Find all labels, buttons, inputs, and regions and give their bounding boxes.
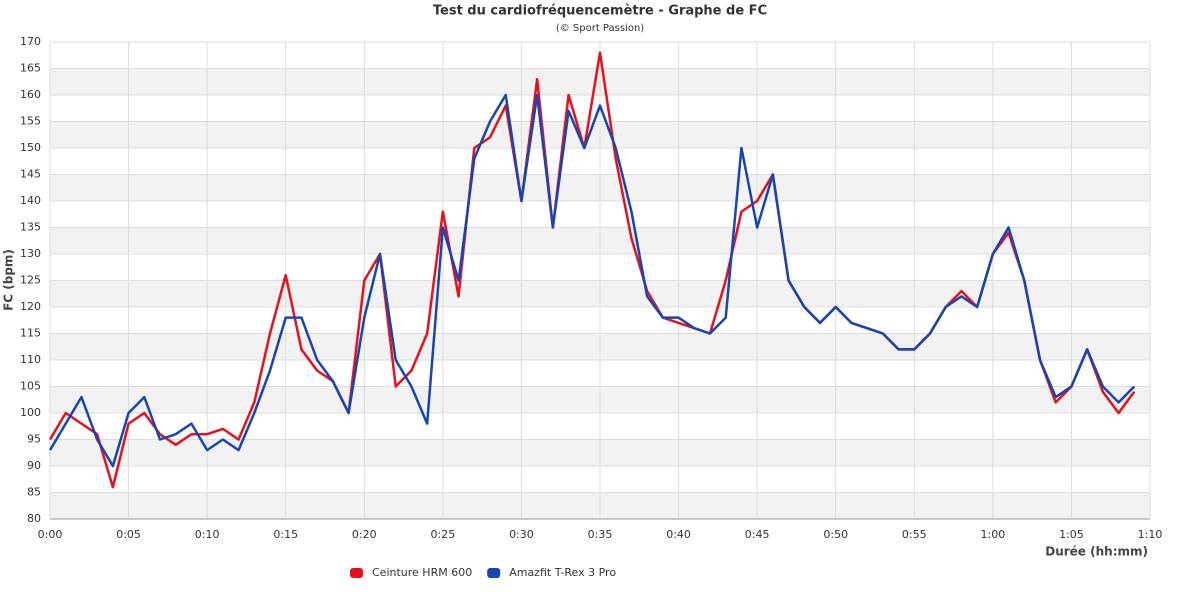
y-tick-label: 150 <box>20 141 41 154</box>
y-tick-label: 115 <box>20 327 41 340</box>
legend-label: Ceinture HRM 600 <box>372 566 472 579</box>
y-tick-label: 130 <box>20 247 41 260</box>
y-tick-label: 145 <box>20 168 41 181</box>
x-tick-label: 0:15 <box>273 528 298 541</box>
x-tick-label: 0:35 <box>588 528 613 541</box>
x-tick-label: 0:20 <box>352 528 377 541</box>
x-tick-label: 0:00 <box>38 528 63 541</box>
series-line <box>48 93 1136 468</box>
x-tick-label: 0:50 <box>823 528 848 541</box>
y-tick-label: 170 <box>20 35 41 48</box>
chart-title: Test du cardiofréquencemètre - Graphe de… <box>433 4 767 19</box>
y-axis-label: FC (bpm) <box>2 249 16 311</box>
legend-swatch <box>350 568 363 578</box>
y-tick-label: 90 <box>27 459 41 472</box>
y-tick-label: 95 <box>27 433 41 446</box>
x-tick-label: 0:05 <box>116 528 141 541</box>
y-tick-label: 105 <box>20 380 41 393</box>
legend-label: Amazfit T-Rex 3 Pro <box>509 566 616 579</box>
y-tick-label: 165 <box>20 62 41 75</box>
chart-subtitle: (© Sport Passion) <box>556 23 644 34</box>
y-tick-label: 125 <box>20 274 41 287</box>
y-tick-label: 80 <box>27 512 41 525</box>
x-tick-label: 0:40 <box>666 528 691 541</box>
y-tick-label: 120 <box>20 300 41 313</box>
y-tick-label: 85 <box>27 486 41 499</box>
legend-swatch <box>487 568 501 578</box>
y-tick-label: 100 <box>20 406 41 419</box>
x-tick-label: 0:10 <box>195 528 220 541</box>
x-tick-label: 1:00 <box>981 528 1006 541</box>
x-tick-label: 1:05 <box>1059 528 1084 541</box>
x-tick-label: 1:10 <box>1138 528 1163 541</box>
y-tick-label: 155 <box>20 115 41 128</box>
y-tick-label: 135 <box>20 221 41 234</box>
x-tick-label: 0:30 <box>509 528 534 541</box>
x-tick-label: 0:25 <box>431 528 456 541</box>
y-tick-label: 160 <box>20 88 41 101</box>
series-line <box>48 51 1136 489</box>
y-tick-label: 110 <box>20 353 41 366</box>
y-tick-label: 140 <box>20 194 41 207</box>
x-axis-label: Durée (hh:mm) <box>1045 545 1148 559</box>
x-tick-label: 0:55 <box>902 528 927 541</box>
x-tick-label: 0:45 <box>745 528 770 541</box>
